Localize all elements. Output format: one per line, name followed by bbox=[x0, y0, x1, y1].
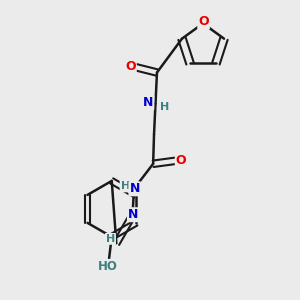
Text: N: N bbox=[129, 182, 140, 195]
Text: N: N bbox=[128, 208, 138, 221]
Text: H: H bbox=[160, 102, 170, 112]
Text: H: H bbox=[121, 182, 130, 191]
Text: O: O bbox=[125, 60, 136, 73]
Text: O: O bbox=[176, 154, 186, 167]
Text: H: H bbox=[106, 234, 115, 244]
Text: HO: HO bbox=[98, 260, 118, 273]
Text: O: O bbox=[198, 15, 209, 28]
Text: N: N bbox=[143, 96, 153, 109]
